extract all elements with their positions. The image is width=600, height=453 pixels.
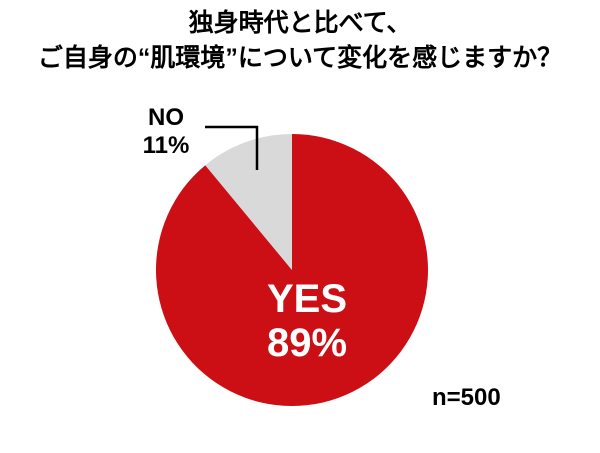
no-label: NO [148, 104, 184, 131]
yes-callout: YES 89% [192, 277, 422, 365]
pie-slice-yes [155, 134, 428, 406]
yes-value: 89% [266, 321, 348, 365]
chart-title-line2: ご自身の“肌環境”について変化を感じますか？ [37, 44, 563, 72]
yes-label: YES [266, 277, 348, 321]
sample-size-label: n=500 [432, 384, 501, 411]
no-callout: NO 11% [106, 104, 226, 160]
no-leader-line [205, 125, 259, 170]
chart-title-line1: 独身時代と比べて、 [188, 9, 412, 37]
no-value: 11% [142, 132, 190, 159]
pie-slice-no [205, 134, 292, 270]
chart-title: 独身時代と比べて、 ご自身の“肌環境”について変化を感じますか？ [0, 6, 600, 76]
